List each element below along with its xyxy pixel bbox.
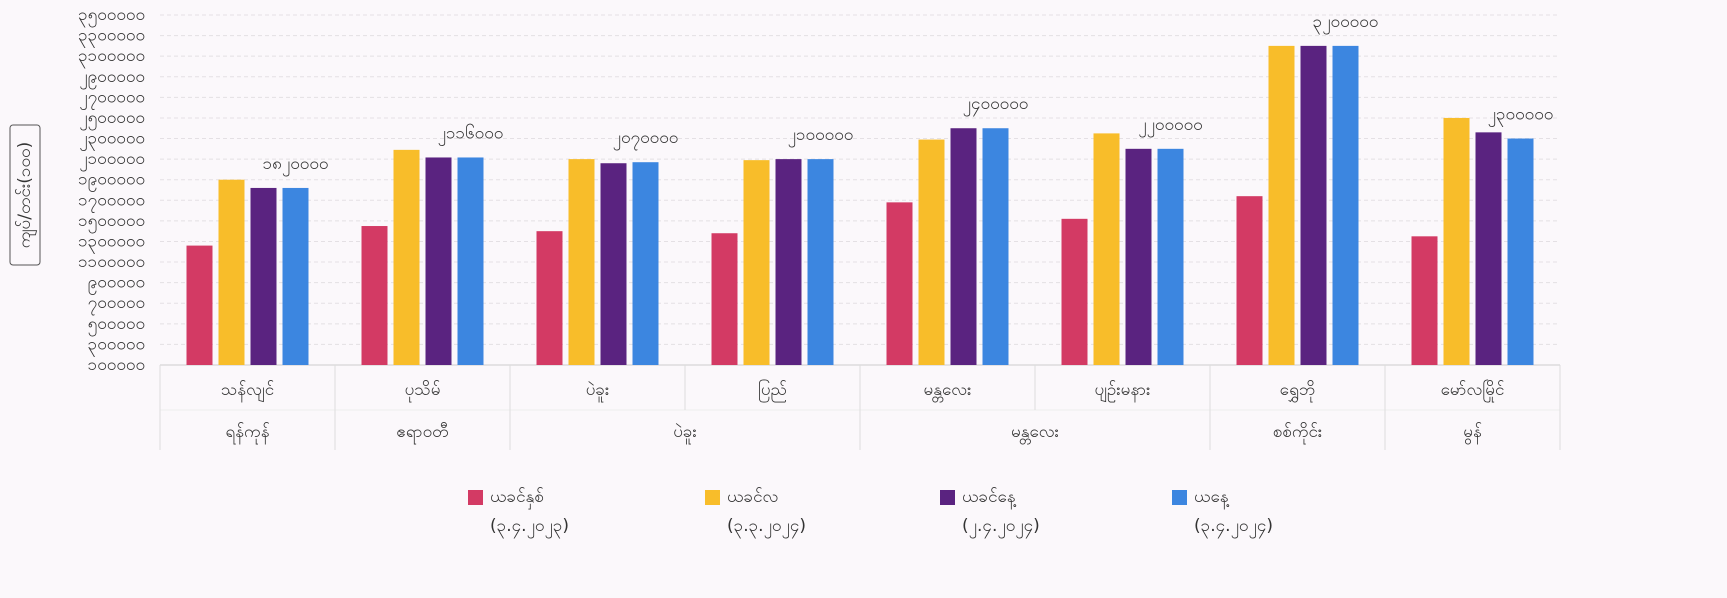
x-tick-label: ပုသိမ် — [405, 380, 441, 403]
bar — [568, 159, 595, 365]
y-label-box — [9, 124, 41, 266]
y-tick-label: ၂၃၀၀၀၀၀ — [79, 129, 145, 152]
group-label: ရန်ကုန် — [226, 422, 270, 445]
x-tick-label: သန်လျင် — [221, 380, 274, 403]
bar — [1332, 45, 1359, 365]
bar — [361, 226, 388, 365]
bar — [950, 128, 977, 365]
legend-date: (၃.၃.၂၀၂၄) — [727, 516, 806, 539]
group-label: မန္တလေး — [1011, 422, 1059, 445]
bar — [1061, 218, 1088, 365]
y-tick-label: ၁၉၀၀၀၀၀ — [78, 170, 145, 193]
bar — [1300, 45, 1327, 365]
bar — [1268, 45, 1295, 365]
bar — [1125, 148, 1152, 365]
bar — [886, 202, 913, 365]
x-tick-label: ပဲခူး — [586, 380, 610, 403]
legend-date: (၃.၄.၂၀၂၃) — [490, 516, 569, 539]
y-tick-label: ၁၃၀၀၀၀၀ — [78, 231, 145, 254]
bar — [1411, 236, 1438, 365]
y-tick-label: ၃၃၀၀၀၀၀ — [78, 26, 145, 49]
value-label: ၂၃၀၀၀၀၀ — [1488, 105, 1554, 128]
x-tick-label: ပြည် — [758, 378, 787, 403]
bar — [632, 162, 659, 365]
group-label: မွန် — [1463, 422, 1482, 445]
bar — [807, 159, 834, 365]
bar — [393, 149, 420, 365]
y-tick-label: ၇၀၀၀၀၀ — [88, 293, 145, 316]
legend-date: (၂.၄.၂၀၂၄) — [962, 516, 1040, 539]
value-label: ၂၁၀၀၀၀၀ — [788, 125, 854, 148]
bar — [1157, 148, 1184, 365]
value-label: ၂၁၁၆၀၀၀ — [438, 122, 504, 146]
group-label: ဧရာဝတီ — [396, 422, 448, 445]
bar — [743, 160, 770, 365]
y-tick-label: ၅၀၀၀၀၀ — [88, 314, 145, 337]
y-axis-label: ကျပ်/တင်း(၁၀၀) — [14, 142, 38, 248]
legend-swatch — [705, 490, 720, 505]
y-tick-label: ၃၁၀၀၀၀၀ — [78, 46, 145, 69]
bar — [425, 157, 452, 365]
bar — [250, 187, 277, 365]
y-tick-label: ၃၅၀၀၀၀၀ — [78, 5, 145, 28]
value-label: ၂၂၀၀၀၀၀ — [1138, 115, 1203, 138]
legend-swatch — [940, 490, 955, 505]
bar — [536, 231, 563, 365]
legend-label: ယခင်နှစ် — [490, 487, 544, 510]
y-tick-label: ၁၅၀၀၀၀၀ — [78, 211, 145, 234]
x-tick-label: ပျဉ်းမနား — [1095, 380, 1151, 403]
bar — [711, 233, 738, 365]
x-tick-label: မော်လမြိုင် — [1441, 378, 1505, 403]
bar — [218, 179, 245, 365]
bar — [457, 157, 484, 365]
legend-swatch — [1172, 490, 1187, 505]
bar — [918, 139, 945, 365]
bar — [1507, 138, 1534, 365]
bar — [186, 245, 213, 365]
x-tick-label: ရွှေဘို — [1280, 380, 1316, 403]
group-label: စစ်ကိုင်း — [1273, 422, 1323, 445]
value-label: ၁၈၂၀၀၀၀ — [263, 154, 329, 177]
legend-label: ယခင်နေ့ — [962, 487, 1016, 510]
y-tick-label: ၁၁၀၀၀၀၀ — [78, 252, 145, 272]
bar — [982, 128, 1009, 365]
group-label: ပဲခူး — [673, 422, 697, 445]
y-tick-label: ၂၁၀၀၀၀၀ — [79, 149, 145, 172]
value-label: ၃၂၀၀၀၀၀ — [1313, 12, 1379, 35]
y-tick-label: ၂၇၀၀၀၀၀ — [79, 87, 145, 110]
x-tick-label: မန္တလေး — [924, 380, 972, 403]
legend-label: ယနေ့ — [1194, 487, 1229, 510]
y-tick-label: ၉၀၀၀၀၀ — [88, 273, 145, 296]
y-tick-label: ၂၉၀၀၀၀၀ — [79, 67, 145, 90]
bar — [282, 187, 309, 365]
bar — [600, 163, 627, 365]
bar — [1443, 117, 1470, 365]
bar — [1093, 133, 1120, 365]
y-tick-label: ၃၀၀၀၀၀ — [88, 334, 145, 357]
value-label: ၂၄၀၀၀၀၀ — [963, 94, 1029, 117]
y-tick-label: ၁၀၀၀၀၀ — [88, 355, 145, 375]
legend-date: (၃.၄.၂၀၂၄) — [1194, 516, 1273, 539]
bar — [1236, 196, 1263, 365]
legend-label: ယခင်လ — [727, 487, 778, 507]
y-tick-label: ၂၅၀၀၀၀၀ — [79, 108, 145, 131]
value-label: ၂၀၇၀၀၀၀ — [613, 128, 679, 151]
bar — [775, 159, 802, 365]
y-tick-label: ၁၇၀၀၀၀၀ — [78, 190, 145, 213]
bar — [1475, 132, 1502, 365]
legend-swatch — [468, 490, 483, 505]
